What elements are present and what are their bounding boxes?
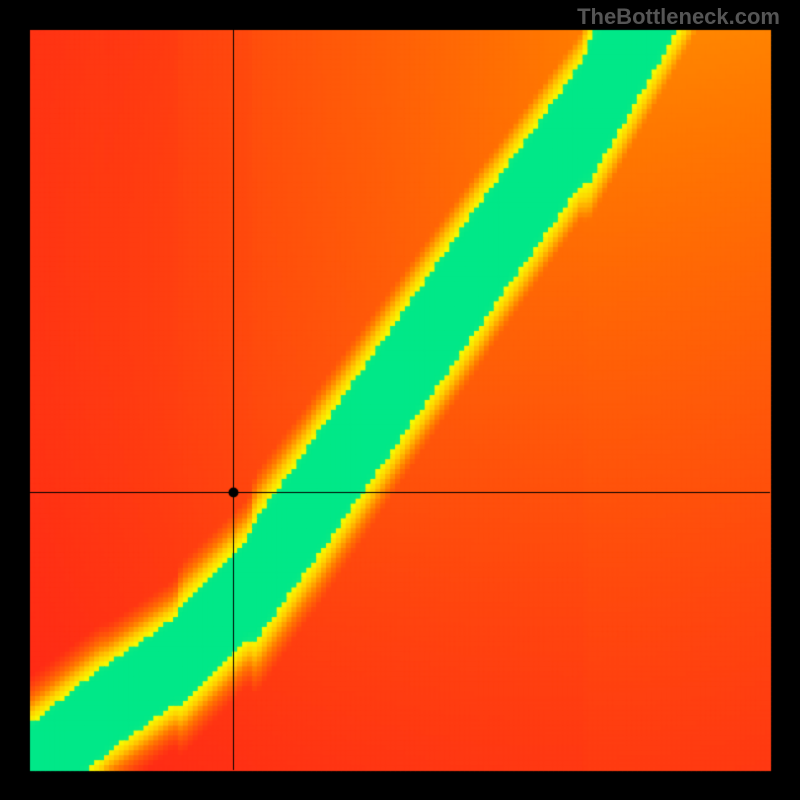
chart-container: { "watermark": { "text": "TheBottleneck.… xyxy=(0,0,800,800)
bottleneck-heatmap xyxy=(0,0,800,800)
watermark-text: TheBottleneck.com xyxy=(577,4,780,30)
